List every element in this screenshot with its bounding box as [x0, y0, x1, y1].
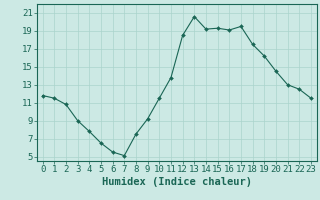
X-axis label: Humidex (Indice chaleur): Humidex (Indice chaleur): [102, 177, 252, 187]
